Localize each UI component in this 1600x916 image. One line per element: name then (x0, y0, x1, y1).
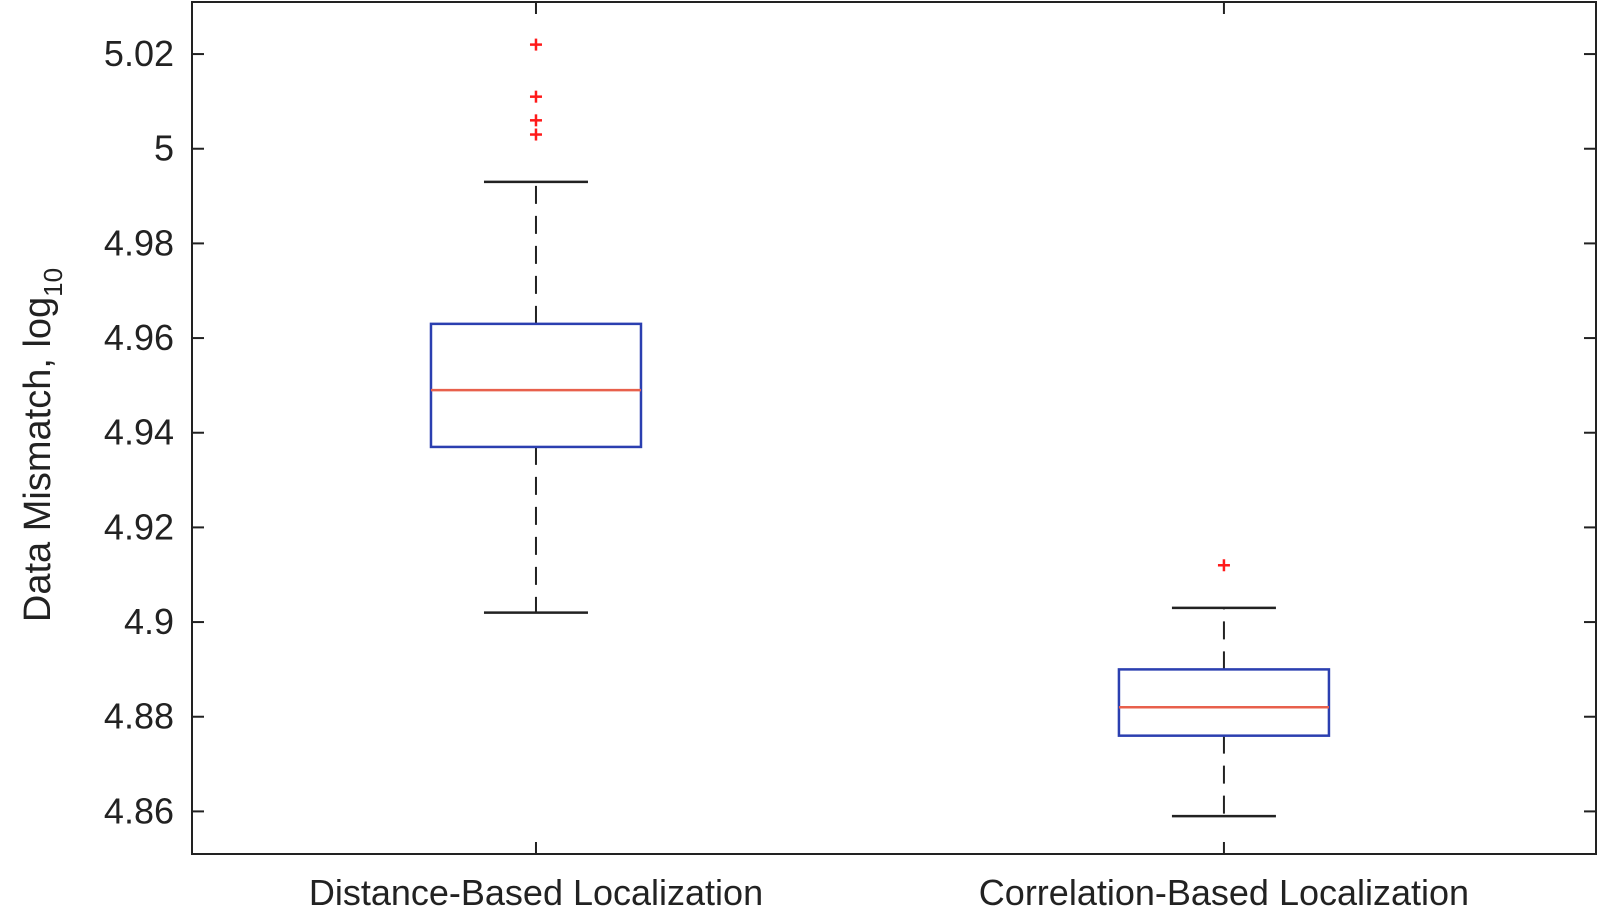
y-axis: 4.86 4.88 4.9 4.92 4.94 4.96 4.98 5 5.02 (104, 33, 1596, 831)
outlier-marker (529, 128, 542, 141)
y-tick-label: 5.02 (104, 33, 174, 74)
y-tick-label: 4.96 (104, 317, 174, 358)
y-tick-label: 4.9 (124, 601, 174, 642)
outlier-marker (529, 114, 542, 127)
box-1 (429, 38, 643, 614)
interquartile-box (429, 322, 643, 449)
x-category-label: Distance-Based Localization (309, 872, 763, 913)
outlier-marker (529, 38, 542, 51)
y-tick-label: 4.98 (104, 222, 174, 263)
y-tick-label: 4.86 (104, 790, 174, 831)
outlier-marker (529, 90, 542, 103)
plot-frame (191, 1, 1597, 855)
y-axis-title: Data Mismatch, log10 (17, 268, 68, 622)
x-category-label: Correlation-Based Localization (979, 872, 1469, 913)
outlier-marker (1217, 559, 1230, 572)
plot-area (191, 1, 1597, 855)
box-series (429, 38, 1331, 818)
y-axis-title-subscript: 10 (38, 268, 68, 297)
interquartile-box (1117, 668, 1331, 737)
box-2 (1117, 559, 1331, 818)
y-tick-label: 4.94 (104, 412, 174, 453)
x-axis: Distance-Based Localization Correlation-B… (309, 2, 1469, 913)
y-tick-label: 5 (154, 128, 174, 169)
y-tick-label: 4.92 (104, 506, 174, 547)
y-tick-label: 4.88 (104, 696, 174, 737)
y-axis-title-main: Data Mismatch, log (17, 297, 59, 622)
